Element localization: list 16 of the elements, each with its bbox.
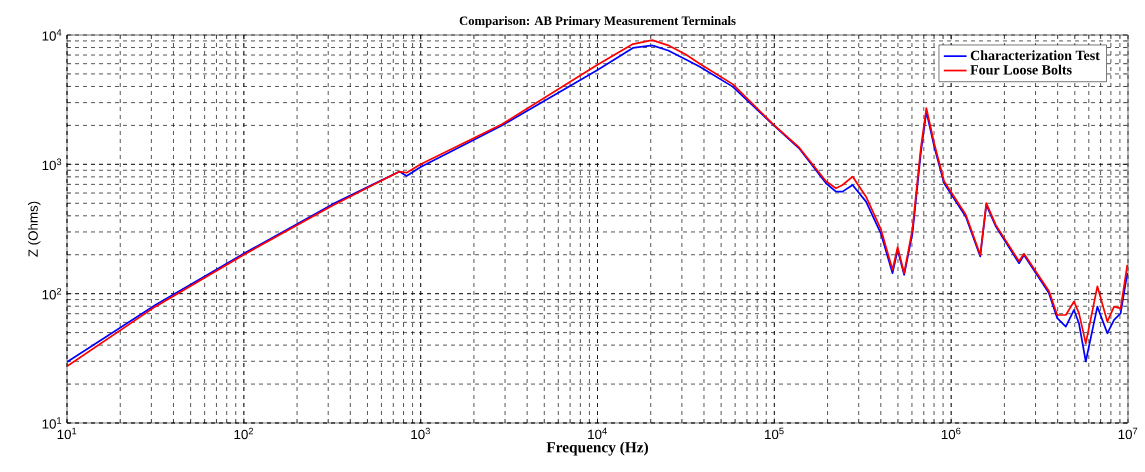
y-axis-title: Z (Ohms) (28, 201, 41, 257)
legend-label: Four Loose Bolts (970, 64, 1072, 75)
x-tick-label: 10$^{1}$ (57, 427, 77, 440)
y-tick-label: 10$^{4}$ (42, 29, 62, 41)
x-tick-label: 10$^{7}$ (1118, 427, 1138, 440)
x-tick-label: 10$^{6}$ (941, 427, 961, 440)
y-tick-label: 10$^{2}$ (42, 287, 62, 300)
y-tick-label: 10$^{1}$ (42, 417, 62, 429)
y-tick-label: 10$^{3}$ (42, 158, 62, 171)
chart-title: Comparison: AB Primary Measurement Terminals (459, 16, 736, 28)
x-tick-label: 10$^{4}$ (588, 427, 607, 440)
x-tick-label: 10$^{2}$ (234, 427, 254, 440)
x-axis-title: Frequency (Hz) (546, 441, 648, 456)
x-tick-label: 10$^{3}$ (411, 427, 430, 440)
legend-label: Characterization Test (970, 50, 1100, 61)
x-tick-label: 10$^{5}$ (765, 427, 784, 440)
